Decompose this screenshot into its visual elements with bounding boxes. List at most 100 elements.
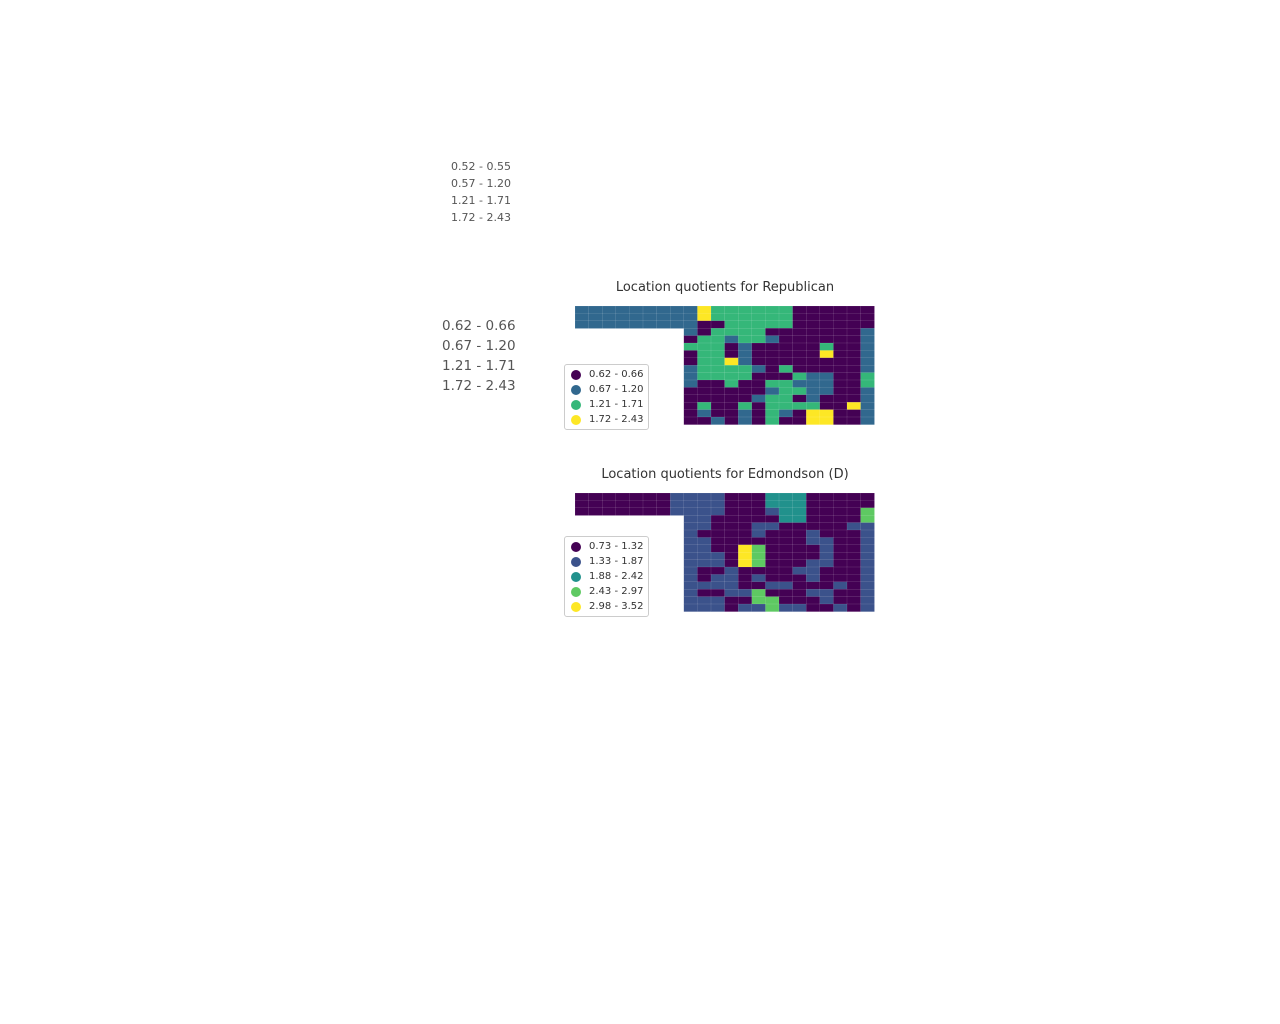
county-region[interactable] (860, 335, 875, 344)
county-region[interactable] (724, 559, 739, 568)
county-region[interactable] (860, 581, 875, 590)
county-region[interactable] (792, 544, 807, 553)
county-region[interactable] (724, 364, 739, 374)
county-region[interactable] (656, 500, 671, 509)
county-region[interactable] (833, 596, 848, 605)
county-region[interactable] (819, 379, 834, 388)
county-region[interactable] (574, 305, 590, 314)
county-region[interactable] (710, 515, 726, 524)
county-region[interactable] (683, 335, 698, 344)
county-region[interactable] (846, 500, 862, 509)
county-region[interactable] (846, 364, 862, 374)
county-region[interactable] (805, 401, 821, 411)
county-region[interactable] (805, 537, 821, 546)
county-region[interactable] (710, 507, 726, 516)
county-region[interactable] (710, 588, 726, 598)
county-region[interactable] (724, 500, 739, 509)
county-region[interactable] (805, 379, 821, 388)
county-region[interactable] (765, 522, 780, 531)
county-region[interactable] (629, 313, 644, 322)
county-region[interactable] (629, 305, 644, 314)
county-region[interactable] (765, 342, 780, 351)
county-region[interactable] (778, 305, 794, 314)
county-region[interactable] (751, 335, 766, 344)
county-region[interactable] (792, 364, 807, 374)
county-region[interactable] (697, 566, 712, 575)
county-region[interactable] (683, 342, 698, 351)
county-region[interactable] (602, 320, 617, 329)
county-region[interactable] (724, 379, 739, 388)
county-region[interactable] (642, 313, 658, 322)
county-region[interactable] (819, 603, 834, 612)
county-region[interactable] (765, 357, 780, 366)
county-region[interactable] (737, 603, 753, 612)
county-region[interactable] (737, 537, 753, 546)
county-region[interactable] (792, 350, 807, 359)
county-region[interactable] (737, 313, 753, 322)
county-region[interactable] (737, 335, 753, 344)
county-region[interactable] (833, 364, 848, 374)
county-region[interactable] (860, 305, 875, 314)
county-region[interactable] (819, 492, 834, 501)
county-region[interactable] (792, 335, 807, 344)
county-region[interactable] (765, 372, 780, 381)
county-region[interactable] (833, 566, 848, 575)
county-region[interactable] (805, 394, 821, 403)
county-region[interactable] (860, 588, 875, 598)
county-region[interactable] (697, 305, 712, 314)
county-region[interactable] (697, 581, 712, 590)
county-region[interactable] (819, 357, 834, 366)
county-region[interactable] (710, 603, 726, 612)
county-region[interactable] (737, 379, 753, 388)
county-region[interactable] (792, 588, 807, 598)
county-region[interactable] (819, 320, 834, 329)
county-region[interactable] (778, 379, 794, 388)
county-region[interactable] (860, 372, 875, 381)
county-region[interactable] (751, 357, 766, 366)
county-region[interactable] (792, 379, 807, 388)
county-region[interactable] (765, 335, 780, 344)
county-region[interactable] (737, 357, 753, 366)
county-region[interactable] (669, 500, 685, 509)
county-region[interactable] (724, 335, 739, 344)
county-region[interactable] (833, 559, 848, 568)
county-region[interactable] (697, 588, 712, 598)
county-region[interactable] (792, 529, 807, 538)
county-region[interactable] (697, 350, 712, 359)
county-region[interactable] (805, 409, 821, 418)
county-region[interactable] (669, 313, 685, 322)
county-region[interactable] (710, 357, 726, 366)
county-region[interactable] (751, 551, 766, 561)
county-region[interactable] (602, 507, 617, 516)
county-region[interactable] (819, 522, 834, 531)
county-region[interactable] (819, 364, 834, 374)
county-region[interactable] (833, 401, 848, 411)
county-region[interactable] (860, 379, 875, 388)
county-region[interactable] (833, 320, 848, 329)
county-region[interactable] (819, 350, 834, 359)
county-region[interactable] (737, 305, 753, 314)
county-region[interactable] (724, 328, 739, 337)
county-region[interactable] (805, 500, 821, 509)
county-region[interactable] (792, 492, 807, 501)
county-region[interactable] (846, 357, 862, 366)
county-region[interactable] (574, 320, 590, 329)
county-region[interactable] (629, 507, 644, 516)
county-region[interactable] (697, 379, 712, 388)
county-region[interactable] (724, 574, 739, 583)
county-region[interactable] (724, 522, 739, 531)
county-region[interactable] (819, 416, 834, 425)
county-region[interactable] (833, 581, 848, 590)
county-region[interactable] (833, 507, 848, 516)
county-region[interactable] (615, 492, 630, 501)
county-region[interactable] (574, 500, 590, 509)
county-region[interactable] (778, 603, 794, 612)
county-region[interactable] (765, 401, 780, 411)
county-region[interactable] (792, 372, 807, 381)
county-region[interactable] (792, 387, 807, 396)
county-region[interactable] (860, 328, 875, 337)
county-region[interactable] (588, 492, 603, 501)
county-region[interactable] (846, 537, 862, 546)
county-region[interactable] (805, 364, 821, 374)
county-region[interactable] (751, 409, 766, 418)
